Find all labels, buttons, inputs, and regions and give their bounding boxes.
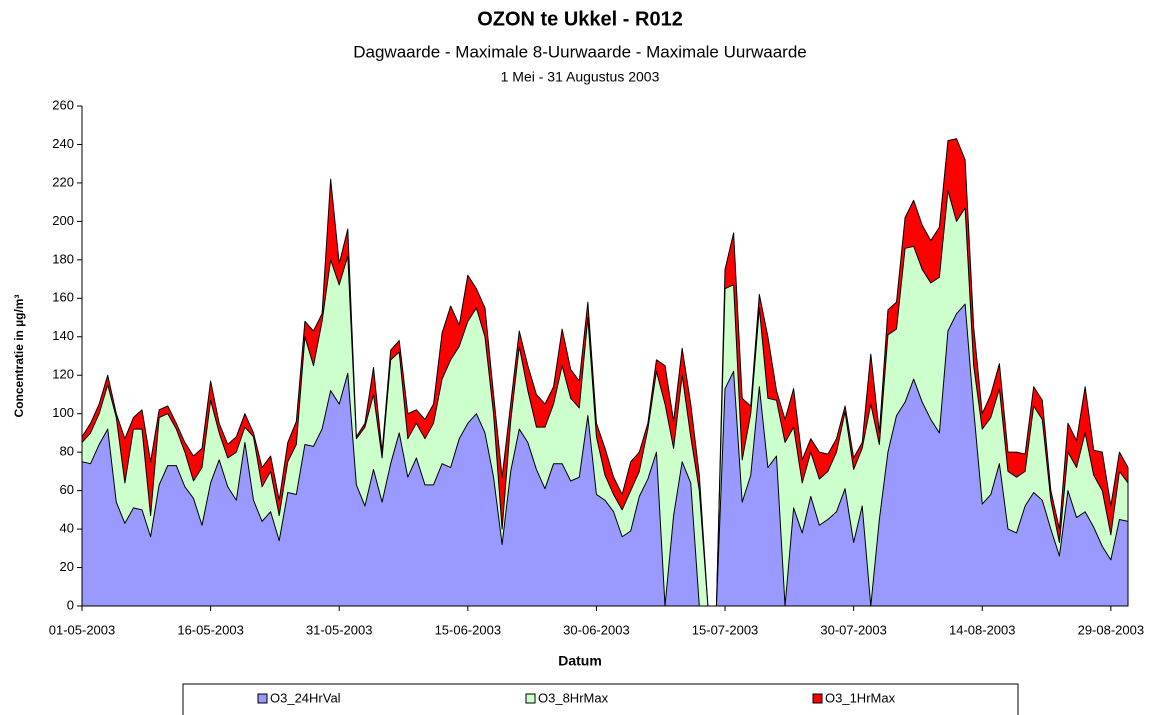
legend-label: O3_1HrMax: [825, 690, 896, 705]
x-tick-label: 30-06-2003: [563, 622, 630, 637]
y-axis-label: Concentratie in µg/m³: [12, 295, 26, 418]
chart-subtitle: 1 Mei - 31 Augustus 2003: [501, 69, 660, 85]
legend-swatch: [257, 693, 268, 704]
chart-subtitle: Dagwaarde - Maximale 8-Uurwaarde - Maxim…: [353, 42, 807, 61]
x-tick-label: 31-05-2003: [306, 622, 373, 637]
legend-swatch: [525, 693, 536, 704]
y-tick-label: 160: [52, 290, 74, 305]
x-tick-label: 29-08-2003: [1078, 622, 1145, 637]
y-tick-label: 240: [52, 136, 74, 151]
legend-box: [182, 683, 1019, 715]
y-tick-label: 220: [52, 174, 74, 189]
x-tick-label: 14-08-2003: [949, 622, 1016, 637]
chart-title: OZON te Ukkel - R012: [477, 8, 683, 30]
x-tick-label: 16-05-2003: [177, 622, 244, 637]
y-tick-label: 0: [67, 597, 74, 612]
x-tick-label: 15-06-2003: [435, 622, 502, 637]
area: [81, 303, 1129, 607]
y-tick-label: 200: [52, 213, 74, 228]
x-tick-label: 01-05-2003: [49, 622, 116, 637]
x-tick-label: 30-07-2003: [820, 622, 887, 637]
legend-label: O3_24HrVal: [270, 690, 341, 705]
legend-label: O3_8HrMax: [538, 690, 609, 705]
y-tick-label: 180: [52, 251, 74, 266]
y-tick-label: 60: [60, 482, 74, 497]
y-tick-label: 20: [60, 559, 74, 574]
legend-swatch: [812, 693, 823, 704]
y-tick-label: 80: [60, 444, 74, 459]
x-axis-label: Datum: [558, 653, 602, 669]
y-tick-label: 120: [52, 367, 74, 382]
y-tick-label: 100: [52, 405, 74, 420]
y-tick-label: 260: [52, 97, 74, 112]
y-tick-label: 140: [52, 328, 74, 343]
y-tick-label: 40: [60, 521, 74, 536]
x-tick-label: 15-07-2003: [692, 622, 759, 637]
